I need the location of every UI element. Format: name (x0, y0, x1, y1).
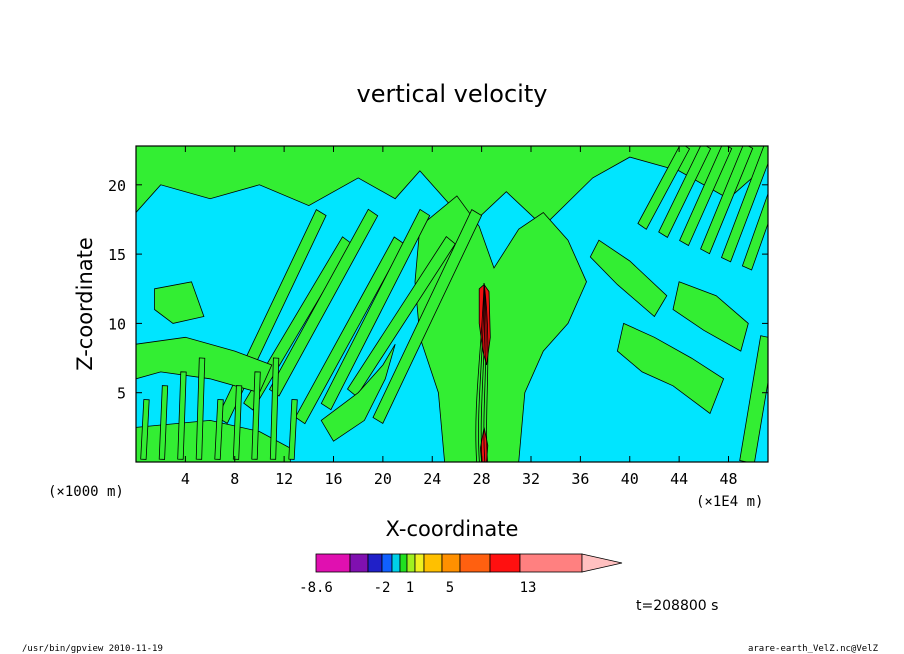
x-axis: 4 8 12 16 20 24 28 32 36 40 44 48 (181, 146, 738, 488)
positive-region (589, 239, 668, 318)
x-tick-label: 8 (230, 470, 239, 488)
colorbar-segment (519, 553, 583, 573)
y-axis: 5 10 15 20 (108, 177, 768, 403)
y-axis-label: Z-coordinate (73, 237, 97, 371)
positive-stripe (658, 146, 712, 238)
positive-ripple (195, 357, 206, 460)
positive-stripe (320, 208, 431, 411)
colorbar-arrow (581, 553, 623, 573)
colorbar-label: 13 (520, 580, 537, 596)
positive-ripple (269, 357, 280, 460)
colorbar-segment (349, 553, 369, 573)
positive-ripple (251, 371, 261, 460)
positive-stripe (720, 146, 768, 263)
y-tick-label: 10 (108, 315, 126, 333)
contour-line (483, 283, 489, 462)
x-unit-right: (×1E4 m) (696, 494, 763, 510)
colorbar-segment (367, 553, 383, 573)
positive-ripple (177, 371, 187, 460)
colorbar-label: 5 (446, 580, 454, 596)
contour-line (483, 283, 487, 462)
positive-stripe (637, 146, 691, 230)
y-tick-label: 5 (117, 385, 126, 403)
positive-stripe (679, 146, 733, 247)
colorbar (315, 553, 623, 573)
time-label: t=208800 s (636, 598, 718, 614)
positive-ripple (140, 399, 150, 460)
x-tick-label: 48 (719, 470, 737, 488)
x-tick-label: 28 (473, 470, 491, 488)
plot-area (135, 145, 769, 463)
contour-line (478, 283, 485, 462)
positive-ripple (288, 399, 298, 460)
plot-frame (135, 145, 769, 463)
colorbar-segment (414, 553, 425, 573)
positive-region (672, 281, 749, 352)
positive-stripe (741, 192, 768, 271)
colorbar-label: -2 (374, 580, 391, 596)
x-tick-label: 20 (374, 470, 392, 488)
positive-stripe (700, 146, 754, 255)
positive-stripe (372, 209, 483, 424)
colorbar-label: -8.6 (299, 580, 333, 596)
colorbar-segment (391, 553, 401, 573)
contour-line (480, 283, 486, 462)
contour-line (475, 283, 485, 462)
colorbar-label: 1 (406, 580, 414, 596)
colorbar-segment (381, 553, 393, 573)
positive-ripple (158, 385, 169, 460)
x-unit-left: (×1000 m) (48, 484, 124, 500)
x-tick-label: 16 (324, 470, 342, 488)
x-tick-label: 44 (670, 470, 688, 488)
colorbar-segment (489, 553, 521, 573)
x-tick-label: 24 (423, 470, 441, 488)
positive-ripple (214, 399, 224, 460)
positive-region (616, 322, 725, 415)
colorbar-segment (406, 553, 416, 573)
colorbar-segment (423, 553, 443, 573)
positive-region (320, 343, 396, 442)
x-axis-label: X-coordinate (386, 517, 519, 541)
x-tick-label: 32 (522, 470, 540, 488)
footer-right: arare-earth_VelZ.nc@VelZ (748, 644, 879, 654)
x-tick-label: 40 (621, 470, 639, 488)
y-tick-label: 15 (108, 246, 126, 264)
positive-stripe (294, 236, 405, 425)
colorbar-segment (315, 553, 351, 573)
colorbar-segment (441, 553, 461, 573)
positive-stripe (346, 236, 456, 397)
y-tick-label: 20 (108, 177, 126, 195)
x-tick-label: 4 (181, 470, 190, 488)
colorbar-labels: -8.6 -2 1 5 13 (299, 580, 536, 596)
colorbar-segment (399, 553, 408, 573)
velocity-field (136, 146, 768, 462)
footer-left: /usr/bin/gpview 2010-11-19 (22, 644, 163, 654)
x-tick-label: 36 (571, 470, 589, 488)
positive-region (154, 281, 205, 324)
x-tick-label: 12 (275, 470, 293, 488)
colorbar-segment (459, 553, 491, 573)
chart-title: vertical velocity (357, 80, 548, 108)
